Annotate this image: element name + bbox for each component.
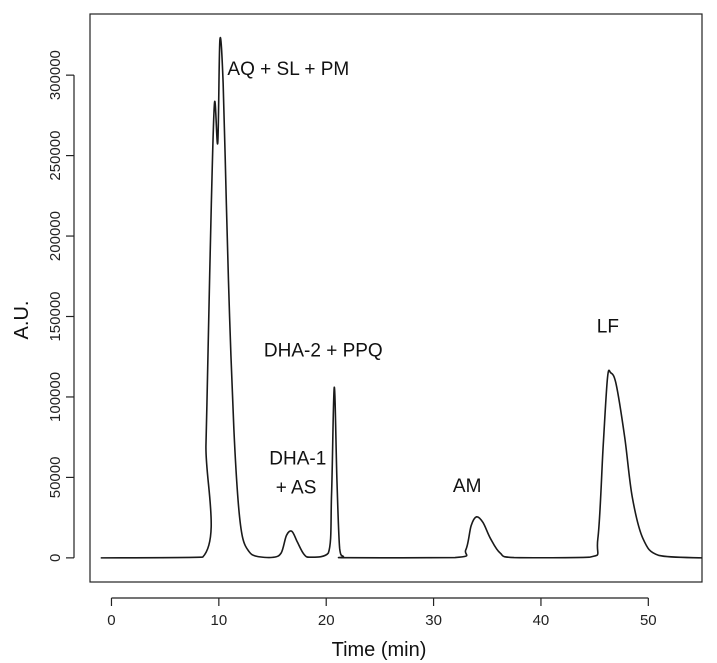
peak-label: AM bbox=[453, 476, 482, 497]
x-tick-label: 0 bbox=[107, 612, 115, 629]
y-tick-label: 200000 bbox=[47, 211, 64, 261]
peak-label: DHA-2 + PPQ bbox=[264, 341, 383, 362]
peak-label: AQ + SL + PM bbox=[227, 59, 349, 80]
peak-label: + AS bbox=[276, 478, 317, 499]
y-axis-title: A.U. bbox=[11, 301, 33, 340]
y-tick-label: 150000 bbox=[47, 291, 64, 341]
x-tick-label: 40 bbox=[533, 612, 550, 629]
plot-frame bbox=[89, 13, 703, 583]
x-axis-title: Time (min) bbox=[332, 639, 427, 661]
y-tick-label: 0 bbox=[47, 554, 64, 562]
x-axis: 0 10 20 30 40 50 bbox=[107, 597, 657, 629]
y-tick-label: 250000 bbox=[47, 131, 64, 181]
peak-annotations: AQ + SL + PM DHA-2 + PPQ DHA-1 + AS AM LF bbox=[227, 59, 619, 498]
x-tick-label: 30 bbox=[425, 612, 442, 629]
y-tick-label: 300000 bbox=[47, 50, 64, 100]
x-tick-label: 50 bbox=[640, 612, 657, 629]
peak-label: DHA-1 bbox=[269, 449, 326, 470]
x-tick-label: 10 bbox=[210, 612, 227, 629]
chromatogram-trace bbox=[100, 36, 703, 559]
peak-label: LF bbox=[597, 317, 619, 338]
y-tick-label: 100000 bbox=[47, 372, 64, 422]
y-axis: 0 50000 100000 150000 200000 250000 300000 bbox=[47, 50, 75, 562]
y-tick-label: 50000 bbox=[47, 457, 64, 499]
x-tick-label: 20 bbox=[318, 612, 335, 629]
